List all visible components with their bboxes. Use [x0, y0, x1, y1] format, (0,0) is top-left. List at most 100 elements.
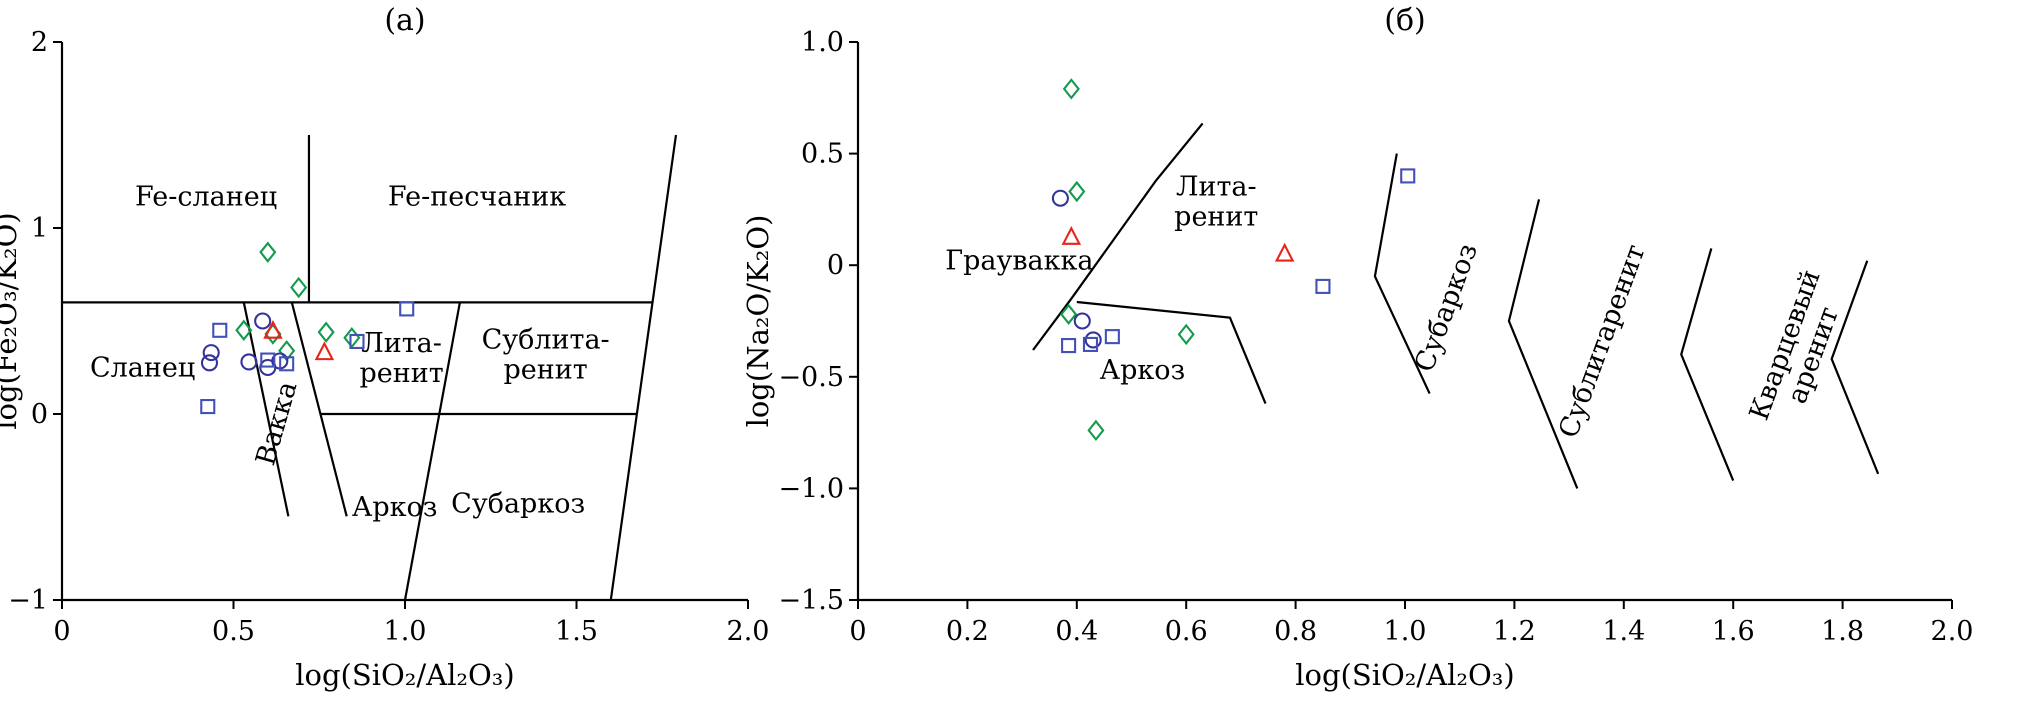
series-blue-circle-samples: [200, 312, 289, 377]
region-label: Лита-ренит: [359, 328, 443, 389]
region-label-text: Fe-сланец: [135, 181, 277, 212]
region-label-text: Fe-песчаник: [388, 181, 566, 212]
boundary-shale-wacke: [242, 302, 290, 517]
square-data-point: [1061, 338, 1077, 354]
region-label: Сублита-ренит: [482, 324, 610, 385]
region-label-text: Лита-: [1176, 172, 1257, 203]
region-label: Вакка: [250, 378, 303, 469]
x-tick-label: 2.0: [1931, 616, 1974, 647]
square-data-point: [1104, 329, 1120, 345]
region-label-text: Лита-: [361, 328, 442, 359]
square-data-point: [1400, 168, 1416, 184]
circle-data-point: [202, 344, 220, 362]
diamond-data-point: [1062, 78, 1080, 100]
region-label: Субаркоз: [1409, 239, 1484, 376]
circle-data-point: [240, 353, 258, 371]
region-label: Граувакка: [945, 246, 1093, 277]
circle-data-point: [1073, 312, 1091, 330]
boundary-wacke-litharenite-arkose: [290, 302, 348, 517]
y-tick-label: 1.0: [801, 27, 844, 58]
diamond-data-point: [1087, 419, 1105, 442]
region-label-text: Сублита-: [482, 324, 610, 355]
x-tick-label: 1.0: [1384, 616, 1427, 647]
boundary-sublitharenite-quartzarenite: [1680, 248, 1735, 482]
square-data-point: [200, 399, 216, 415]
x-axis-title: log(SiO₂/Al₂O₃): [295, 658, 514, 692]
diamond-data-point: [317, 321, 335, 343]
boundary-litharenite-sublitharenite: [403, 302, 461, 601]
region-label: Аркоз: [1100, 355, 1186, 386]
triangle-data-point: [1274, 242, 1295, 262]
y-tick-label: 1: [31, 213, 48, 244]
region-label-text: ренит: [504, 354, 588, 385]
y-axis-title: log(Na₂O/K₂O): [741, 215, 775, 428]
series-red-triangle-samples: [263, 319, 335, 361]
panel-a: (а)0 0.5 1.0 1.5 2.0−1012log(SiO₂/Al₂O₃)log(…: [0, 3, 769, 692]
panel-title-b: (б): [1384, 3, 1425, 38]
square-data-point: [349, 333, 365, 350]
panel-title-a: (а): [384, 3, 425, 38]
x-tick-label: 1.6: [1712, 616, 1755, 647]
square-data-point: [1315, 278, 1331, 294]
region-label: Аркоз: [352, 492, 438, 523]
y-tick-label: 0.5: [801, 139, 844, 170]
y-axis-title: log(Fe₂O₃/K₂O): [0, 212, 23, 430]
square-data-point: [279, 356, 295, 372]
circle-data-point: [1084, 331, 1102, 349]
region-label-text: Сланец: [90, 353, 195, 384]
triangle-data-point: [1061, 226, 1082, 245]
square-data-point: [212, 322, 228, 338]
x-tick-label: 0.2: [946, 616, 989, 647]
boundary-right-field-boundary: [609, 134, 678, 601]
boundary-graywacke-litharenite: [1032, 122, 1204, 351]
boundary-subarkose-sublitharenite: [1507, 199, 1579, 489]
x-tick-label: 0.4: [1055, 616, 1098, 647]
region-label: Субаркоз: [451, 488, 585, 519]
region-label-text: Субаркоз: [451, 488, 585, 519]
boundary-arkose-upper: [1076, 300, 1267, 405]
diamond-data-point: [259, 241, 277, 263]
diamond-data-point: [235, 319, 253, 341]
boundary-litharenite-subarkose: [1373, 153, 1431, 395]
x-tick-label: 2.0: [727, 616, 770, 647]
series-blue-square-samples: [200, 301, 415, 415]
x-tick-label: 0.5: [212, 616, 255, 647]
x-tick-label: 0: [53, 616, 70, 647]
square-data-point: [260, 352, 276, 368]
series-blue-circle-samples: [1051, 189, 1102, 349]
y-tick-label: −1: [8, 585, 48, 616]
circle-data-point: [200, 354, 219, 372]
region-label: Лита-ренит: [1174, 172, 1258, 233]
y-tick-label: −1.5: [778, 585, 844, 616]
diamond-data-point: [1060, 303, 1078, 325]
region-label: Сланец: [90, 353, 195, 384]
diamond-data-point: [1068, 180, 1086, 203]
square-data-point: [399, 301, 415, 317]
boundary-quartzarenite-right: [1830, 260, 1880, 475]
x-tick-label: 1.8: [1821, 616, 1864, 647]
x-tick-label: 0: [849, 616, 866, 647]
triangle-data-point: [263, 319, 283, 339]
region-label-text: Аркоз: [352, 492, 438, 523]
triangle-data-point: [314, 341, 335, 361]
y-tick-label: −0.5: [778, 362, 844, 393]
square-data-point: [1082, 336, 1099, 352]
y-tick-label: 0: [31, 399, 48, 430]
diamond-data-point: [1177, 323, 1195, 346]
region-label-text: Аркоз: [1100, 355, 1186, 386]
x-axis-title: log(SiO₂/Al₂O₃): [1295, 658, 1514, 692]
panel-b: (б) 0 0.2 0.4 0.6 0.8 1.0 1.2 1.4 1.6 1.8 2.0 −1.5 −1…: [741, 3, 1973, 692]
series-green-diamond-samples: [1060, 78, 1195, 442]
region-label-text: Сублитаренит: [1553, 240, 1652, 442]
region-label: Fe-песчаник: [388, 181, 566, 212]
x-tick-label: 0.6: [1165, 616, 1208, 647]
region-label-text: Граувакка: [945, 246, 1093, 277]
x-tick-label: 1.5: [555, 616, 598, 647]
x-tick-label: 1.2: [1493, 616, 1536, 647]
x-tick-label: 0.8: [1274, 616, 1317, 647]
region-label-text: ренит: [1174, 202, 1258, 233]
circle-data-point: [1051, 189, 1069, 207]
region-label-text: Субаркоз: [1409, 239, 1484, 376]
